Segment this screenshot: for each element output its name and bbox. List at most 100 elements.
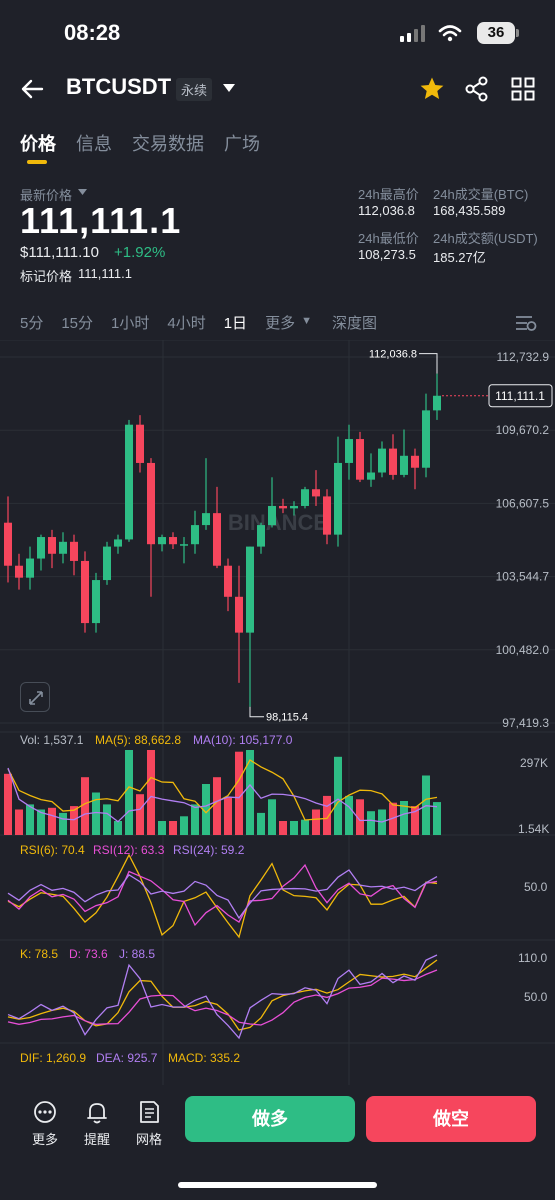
vol-ma10-label: MA(10): 105,177.0 [193, 733, 293, 747]
high-24h-value: 112,036.8 [358, 203, 415, 218]
expand-chart-button[interactable] [20, 682, 50, 712]
price-axis-tick: 100,482.0 [496, 643, 550, 657]
kdj-k-line [7, 959, 438, 1031]
tab-price[interactable]: 价格 [20, 134, 56, 154]
low-marker-label: 98,115.4 [266, 712, 308, 724]
expand-icon [29, 691, 43, 705]
rsi-axis-label: 50.0 [524, 880, 548, 894]
interval-15m[interactable]: 15分 [61, 315, 94, 332]
candle-body [301, 489, 309, 506]
volume-bar [114, 821, 122, 835]
mark-price-label: 标记价格 [20, 269, 73, 284]
tab-square[interactable]: 广场 [224, 134, 260, 154]
candle-body [279, 505, 287, 509]
interval-5m[interactable]: 5分 [20, 315, 44, 332]
kline-chart[interactable]: BINANCE 112,732.9 109,670.2 106,607.5 103,5… [0, 340, 555, 1085]
tab-info[interactable]: 信息 [76, 134, 112, 154]
interval-1d[interactable]: 1日 [223, 315, 248, 332]
high-marker-line [419, 353, 438, 374]
candle-body [433, 395, 441, 411]
indicator-lines [7, 759, 438, 1040]
interval-4h[interactable]: 4小时 [167, 315, 206, 332]
volume-bar [345, 795, 353, 835]
vol-ma5-label: MA(5): 88,662.8 [95, 733, 182, 747]
interval-1h[interactable]: 1小时 [111, 315, 150, 332]
kdj-d-line [7, 969, 438, 1026]
volume-bar [433, 802, 441, 835]
volume-bar [356, 799, 364, 835]
interval-more[interactable]: 更多 [265, 315, 296, 332]
macd-value-label: MACD: 335.2 [168, 1051, 241, 1065]
candle-body [257, 525, 265, 547]
volume-bar [257, 812, 265, 835]
candle-body [191, 525, 199, 545]
candle-body [224, 565, 232, 597]
price-type-dropdown-icon[interactable] [78, 189, 87, 196]
more-dots-icon [34, 1101, 56, 1123]
low-24h-value: 108,273.5 [358, 247, 416, 262]
volume-bar [169, 821, 177, 835]
price-axis-tick: 103,544.7 [496, 570, 550, 584]
candle-body [70, 541, 78, 561]
grid-label: 网格 [135, 1132, 162, 1147]
volume-bar [235, 751, 243, 835]
volume-bar [389, 802, 397, 835]
volume-bar [290, 821, 298, 835]
long-button[interactable]: 做多 [185, 1096, 355, 1142]
short-button[interactable]: 做空 [366, 1096, 536, 1142]
candle-body [323, 496, 331, 535]
volume-btc-label: 24h成交量(BTC) [433, 187, 529, 202]
volume-bar [411, 806, 419, 835]
symbol-dropdown-icon[interactable] [222, 83, 236, 93]
candle-body [4, 522, 12, 566]
volume-bar [15, 809, 23, 835]
volume-bar [334, 756, 342, 835]
chart-settings-icon[interactable] [515, 313, 537, 333]
volume-usdt-value: 185.27亿 [433, 250, 486, 265]
volume-bar [191, 804, 199, 835]
grid-trading-button[interactable]: 网格 [132, 1100, 166, 1148]
current-price-tag: 111,111.1 [495, 389, 545, 403]
price-axis: 112,732.9 109,670.2 106,607.5 103,544.7 100,… [496, 350, 550, 730]
candle-body [345, 439, 353, 463]
status-time: 08:28 [64, 20, 121, 45]
last-price-label[interactable]: 最新价格 [20, 188, 73, 203]
volume-bar [59, 812, 67, 835]
kdj-k-label: K: 78.5 [20, 947, 59, 961]
favorite-star-icon[interactable] [419, 76, 445, 102]
active-tab-indicator [27, 160, 47, 164]
home-indicator [178, 1182, 377, 1188]
more-button[interactable]: 更多 [28, 1100, 62, 1148]
volume-bar [136, 794, 144, 835]
contract-type-tag: 永续 [176, 78, 213, 101]
volume-bar [224, 797, 232, 835]
candle-body [202, 513, 210, 526]
volume-bar [103, 804, 111, 835]
candle-body [81, 560, 89, 624]
candle-body [389, 448, 397, 475]
interval-selector: 5分 15分 1小时 4小时 1日 更多 ▼ 深度图 [20, 312, 395, 333]
vol-ma10-line [7, 767, 438, 823]
volume-bar [26, 804, 34, 835]
high-marker-label: 112,036.8 [369, 349, 417, 361]
more-dropdown-icon[interactable]: ▼ [301, 315, 312, 327]
volume-bar [158, 821, 166, 835]
price-axis-tick: 97,419.3 [502, 716, 549, 730]
alert-button[interactable]: 提醒 [80, 1100, 114, 1148]
share-icon[interactable] [465, 76, 489, 102]
rsi6-line [7, 853, 438, 939]
volume-bar [400, 801, 408, 835]
candle-body [235, 596, 243, 633]
candle-body [147, 462, 155, 545]
grid-menu-icon[interactable] [511, 77, 535, 101]
volume-bar [125, 750, 133, 835]
volume-bar [268, 799, 276, 835]
symbol-title[interactable]: BTCUSDT [66, 74, 172, 99]
alert-label: 提醒 [83, 1132, 110, 1147]
back-arrow-icon[interactable] [20, 78, 44, 100]
battery-tip [516, 29, 519, 37]
tab-trading-data[interactable]: 交易数据 [132, 134, 204, 154]
price-markers: 111,111.1 112,036.8 98,115.4 [249, 349, 553, 724]
depth-chart-tab[interactable]: 深度图 [331, 315, 377, 332]
vol-label: Vol: 1,537.1 [20, 733, 84, 747]
